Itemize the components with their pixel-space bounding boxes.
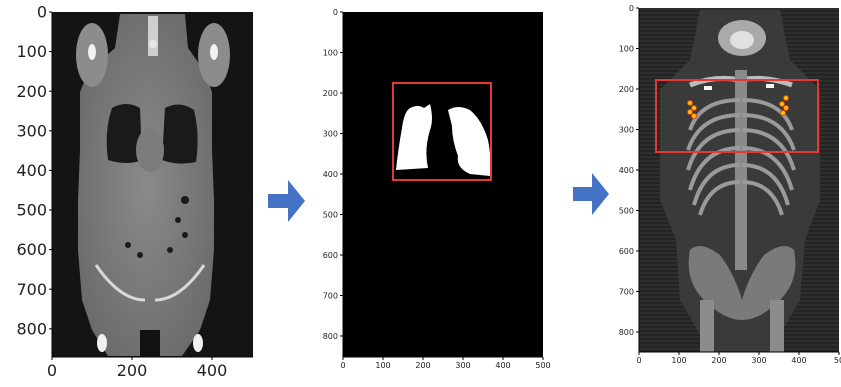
ct-y-tick-labels: 0 100 200 300 400 500 600 700 800 <box>16 3 52 338</box>
y-tick-label: 400 <box>16 161 47 180</box>
ct-bowel-gas <box>137 252 143 258</box>
x-tick-label: 100 <box>375 361 390 370</box>
mip-spine <box>735 70 747 270</box>
ct-left-lung <box>106 104 142 163</box>
mask-y-tick-labels: 0 100 200 300 400 500 600 700 800 <box>323 8 343 341</box>
mip-hotspots <box>687 95 789 119</box>
y-tick-label: 0 <box>37 3 47 22</box>
ct-bowel-gas <box>182 232 188 238</box>
mip-x-tick-labels: 0 100 200 300 400 50 <box>636 352 841 365</box>
x-tick-label: 200 <box>711 356 726 365</box>
y-tick-label: 200 <box>619 85 634 94</box>
y-tick-label: 300 <box>323 129 338 138</box>
x-tick-label: 400 <box>791 356 806 365</box>
ct-vertebra-dot <box>149 40 157 48</box>
y-tick-label: 0 <box>629 4 634 13</box>
y-tick-label: 800 <box>323 332 338 341</box>
y-tick-label: 100 <box>323 48 338 57</box>
mip-left-femur <box>700 300 714 352</box>
y-tick-label: 700 <box>323 291 338 300</box>
y-tick-label: 600 <box>323 251 338 260</box>
mask-right-lung <box>448 107 491 176</box>
y-tick-label: 400 <box>323 170 338 179</box>
ct-left-femur <box>97 334 107 352</box>
mip-pelvis <box>688 246 796 320</box>
y-tick-label: 800 <box>16 319 47 338</box>
x-tick-label: 300 <box>455 361 470 370</box>
mask-x-tick-labels: 0 100 200 300 400 500 <box>340 357 551 370</box>
y-tick-label: 500 <box>619 206 634 215</box>
y-tick-label: 200 <box>323 89 338 98</box>
ct-bowel-gas <box>167 247 173 253</box>
x-tick-label: 100 <box>671 356 686 365</box>
y-tick-label: 700 <box>16 280 47 299</box>
ct-right-humerus <box>210 44 218 60</box>
panel-skeleton-mip: 0 100 200 300 400 500 600 700 800 0 100 200 300 400 5… <box>619 4 841 365</box>
ct-left-humerus <box>88 44 96 60</box>
x-tick-label: 500 <box>535 361 550 370</box>
y-tick-label: 300 <box>619 125 634 134</box>
y-tick-label: 800 <box>619 328 634 337</box>
y-tick-label: 500 <box>323 210 338 219</box>
ct-cervical-spine <box>148 16 158 56</box>
y-tick-label: 200 <box>16 82 47 101</box>
ct-x-tick-labels: 0 200 400 <box>47 357 227 380</box>
ct-right-femur <box>193 334 203 352</box>
ct-pelvis-gap <box>140 330 160 356</box>
y-tick-label: 500 <box>16 201 47 220</box>
mip-y-tick-labels: 0 100 200 300 400 500 600 700 800 <box>619 4 639 337</box>
x-tick-label: 50 <box>834 356 841 365</box>
ct-right-lung <box>162 104 198 164</box>
mip-jaw-inner <box>730 31 754 49</box>
x-tick-label: 400 <box>197 361 228 380</box>
x-tick-label: 300 <box>751 356 766 365</box>
y-tick-label: 700 <box>619 287 634 296</box>
y-tick-label: 100 <box>16 42 47 61</box>
arrow-icon <box>573 173 609 215</box>
y-tick-label: 400 <box>619 166 634 175</box>
x-tick-label: 0 <box>47 361 57 380</box>
ct-bowel-gas <box>125 242 131 248</box>
mask-left-lung <box>396 104 432 170</box>
panel-ct-coronal: 0 100 200 300 400 500 600 700 800 0 200 400 <box>16 3 253 380</box>
mip-ribs <box>686 98 796 216</box>
y-tick-label: 0 <box>333 8 338 17</box>
x-tick-label: 200 <box>117 361 148 380</box>
mask-image-background <box>343 12 543 357</box>
x-tick-label: 0 <box>636 356 641 365</box>
mip-scapula-marker <box>766 84 774 88</box>
x-tick-label: 0 <box>340 361 345 370</box>
ct-heart <box>136 128 164 172</box>
y-tick-label: 300 <box>16 121 47 140</box>
y-tick-label: 600 <box>16 240 47 259</box>
ct-bowel-gas <box>181 196 189 204</box>
ct-body-silhouette <box>78 14 214 356</box>
mip-scapula-marker <box>704 86 712 90</box>
x-tick-label: 200 <box>415 361 430 370</box>
mip-right-femur <box>770 300 784 352</box>
ct-bowel-gas <box>175 217 181 223</box>
mask-roi-box <box>392 82 492 181</box>
x-tick-label: 400 <box>495 361 510 370</box>
arrow-icon <box>268 180 305 222</box>
mip-roi-box <box>655 79 819 153</box>
y-tick-label: 100 <box>619 44 634 53</box>
ct-pelvis <box>94 264 206 302</box>
y-tick-label: 600 <box>619 247 634 256</box>
panel-lung-mask: 0 100 200 300 400 500 600 700 800 0 100 200 300 400 5… <box>323 8 551 370</box>
